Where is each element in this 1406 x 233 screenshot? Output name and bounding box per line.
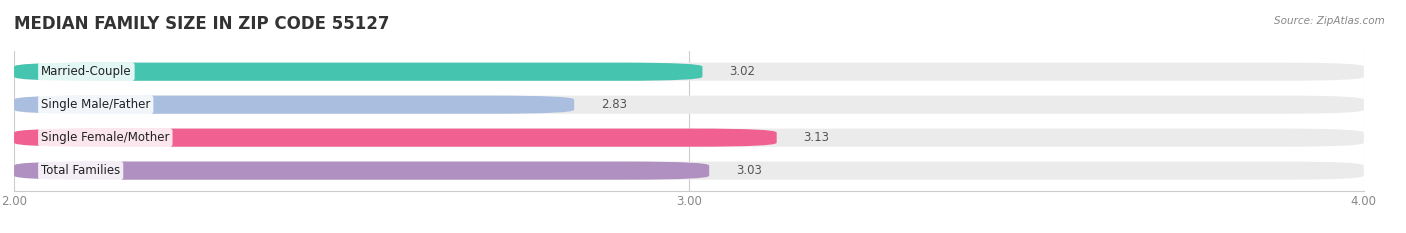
Text: Single Female/Mother: Single Female/Mother	[41, 131, 170, 144]
FancyBboxPatch shape	[14, 96, 1364, 114]
Text: Source: ZipAtlas.com: Source: ZipAtlas.com	[1274, 16, 1385, 26]
FancyBboxPatch shape	[14, 96, 574, 114]
FancyBboxPatch shape	[14, 63, 1364, 81]
FancyBboxPatch shape	[14, 129, 1364, 147]
Text: 3.03: 3.03	[737, 164, 762, 177]
Text: Total Families: Total Families	[41, 164, 121, 177]
FancyBboxPatch shape	[14, 63, 703, 81]
Text: 3.02: 3.02	[730, 65, 755, 78]
Text: 2.83: 2.83	[602, 98, 627, 111]
FancyBboxPatch shape	[14, 161, 1364, 180]
Text: 3.13: 3.13	[804, 131, 830, 144]
FancyBboxPatch shape	[14, 129, 776, 147]
Text: Single Male/Father: Single Male/Father	[41, 98, 150, 111]
Text: MEDIAN FAMILY SIZE IN ZIP CODE 55127: MEDIAN FAMILY SIZE IN ZIP CODE 55127	[14, 15, 389, 33]
Text: Married-Couple: Married-Couple	[41, 65, 132, 78]
FancyBboxPatch shape	[14, 161, 709, 180]
